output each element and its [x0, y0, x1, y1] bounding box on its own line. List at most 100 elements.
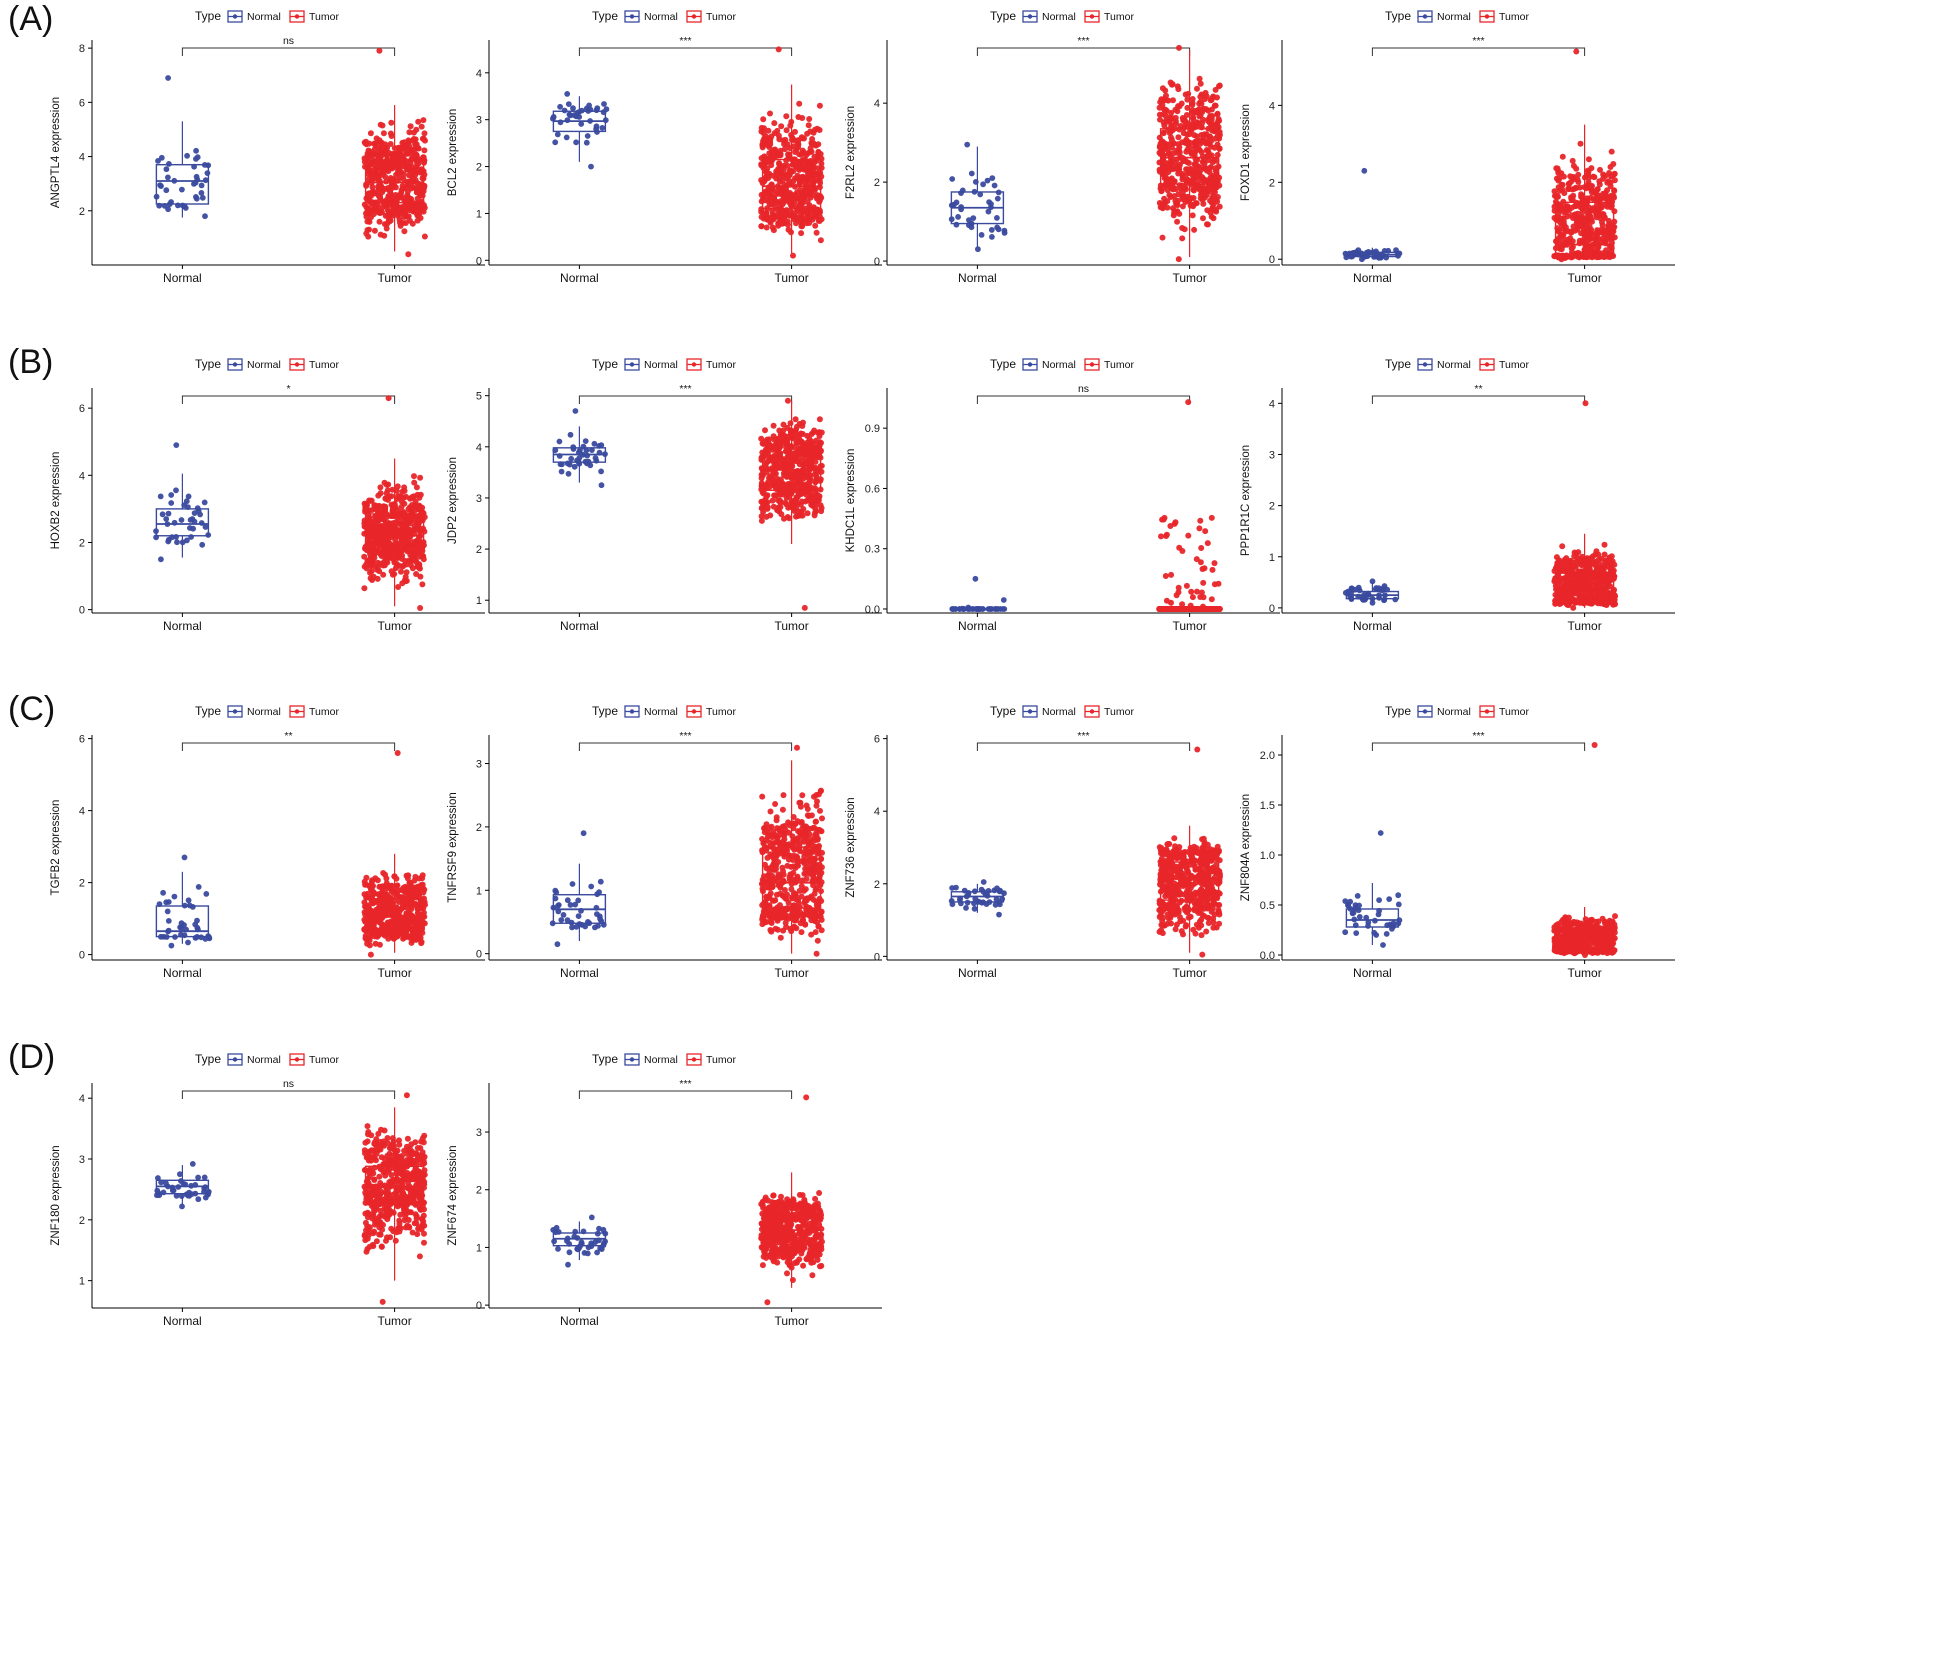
data-point	[783, 444, 790, 451]
y-tick-label: 8	[79, 43, 85, 55]
data-point	[410, 129, 417, 136]
data-point	[395, 554, 402, 561]
data-point	[790, 252, 796, 259]
data-point	[1595, 244, 1602, 251]
y-tick-label: 0	[79, 605, 85, 617]
data-point	[201, 499, 208, 506]
data-point	[415, 540, 422, 547]
data-point	[571, 463, 578, 470]
data-point	[408, 494, 415, 501]
data-point	[381, 504, 387, 511]
data-point	[777, 435, 784, 442]
legend-label-normal: Normal	[1042, 11, 1076, 23]
y-tick-label: 0	[79, 950, 85, 962]
data-point	[1601, 215, 1608, 222]
data-point	[416, 494, 423, 501]
data-point	[414, 200, 420, 207]
data-point	[407, 551, 414, 558]
data-point	[1611, 177, 1618, 184]
data-point	[1185, 160, 1192, 166]
data-point	[1215, 580, 1222, 587]
data-point	[399, 563, 406, 570]
legend-title: Type	[592, 357, 618, 371]
data-point	[1588, 600, 1595, 607]
data-point	[404, 166, 411, 173]
data-point	[809, 172, 816, 179]
data-point	[403, 150, 410, 157]
y-axis-label: PPP1R1C expression	[1240, 445, 1252, 556]
data-point	[769, 211, 776, 218]
data-point	[1197, 93, 1204, 100]
data-point	[202, 524, 209, 530]
data-point	[1611, 187, 1618, 194]
data-point	[765, 443, 772, 449]
data-point	[1214, 111, 1221, 118]
data-point	[1161, 175, 1168, 182]
data-point	[1383, 254, 1390, 261]
data-point	[793, 496, 800, 502]
data-point	[401, 487, 408, 494]
data-point	[1605, 194, 1612, 201]
x-tick-label-tumor: Tumor	[377, 619, 411, 633]
data-point	[1167, 523, 1174, 529]
data-point	[797, 160, 804, 167]
legend-label-normal: Normal	[644, 359, 678, 371]
data-point	[158, 154, 165, 161]
data-point	[1200, 579, 1207, 586]
data-point	[1209, 566, 1216, 573]
data-point	[412, 151, 418, 158]
iqr-box	[761, 158, 822, 210]
data-point	[799, 135, 805, 142]
data-point	[781, 199, 788, 205]
data-point	[557, 103, 563, 110]
data-point	[1563, 555, 1570, 562]
data-point	[371, 227, 378, 234]
data-point	[964, 141, 971, 148]
points-normal	[156, 854, 213, 949]
data-point	[1174, 218, 1181, 225]
legend-label-normal: Normal	[1437, 359, 1471, 371]
data-point	[398, 187, 405, 193]
data-point	[975, 246, 981, 253]
data-point	[363, 503, 370, 510]
data-point	[199, 541, 206, 548]
data-point	[818, 505, 825, 511]
data-point	[396, 540, 402, 547]
y-tick-label: 3	[476, 493, 482, 505]
data-point	[1589, 205, 1596, 212]
legend-key-tumor: Tumor	[1084, 358, 1134, 371]
data-point	[806, 483, 813, 489]
legend-key-normal: Normal	[1022, 358, 1076, 371]
data-point	[419, 581, 426, 588]
data-point	[779, 177, 786, 184]
data-point	[758, 223, 765, 230]
data-point	[1208, 174, 1214, 180]
data-point	[364, 152, 371, 159]
data-point	[566, 461, 573, 468]
data-point	[1554, 165, 1561, 172]
data-point	[158, 183, 164, 190]
data-point	[1608, 553, 1615, 560]
data-point	[1194, 85, 1200, 92]
data-point	[1596, 561, 1603, 568]
legend-label-normal: Normal	[1042, 359, 1076, 371]
data-point	[1199, 566, 1206, 572]
box-tumor	[361, 47, 428, 258]
data-point	[1185, 532, 1192, 539]
data-point	[1171, 193, 1178, 200]
data-point	[804, 472, 810, 479]
legend-key-normal: Normal	[624, 10, 678, 23]
data-point	[420, 553, 427, 560]
data-point	[417, 605, 424, 611]
data-point	[376, 218, 383, 225]
points-tumor	[1551, 400, 1619, 611]
data-point	[383, 514, 390, 521]
data-point	[760, 509, 767, 515]
data-point	[584, 452, 591, 459]
data-point	[1216, 145, 1223, 152]
y-tick-label: 4	[874, 98, 880, 110]
data-point	[414, 523, 421, 529]
data-point	[376, 47, 383, 54]
data-point	[786, 152, 793, 159]
box-tumor	[361, 395, 428, 611]
